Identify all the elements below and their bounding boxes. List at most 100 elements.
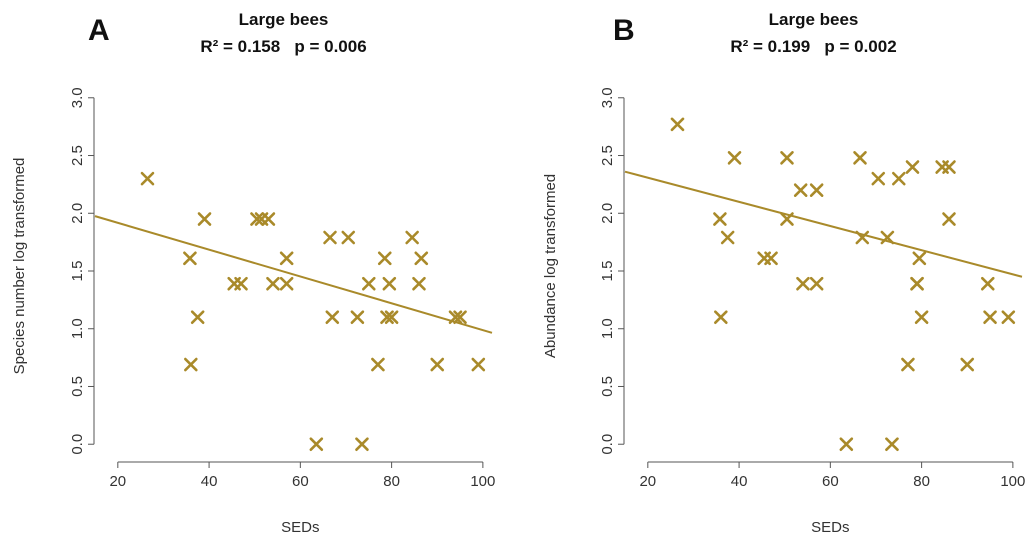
panel-b-data-point <box>796 276 810 291</box>
panel-b-data-point <box>780 151 794 165</box>
panel-a-data-point <box>183 251 197 266</box>
panel-b-data-point <box>809 276 824 291</box>
panel-a-x-tick-label: 60 <box>292 473 309 490</box>
panel-b-y-tick-label: 0.0 <box>599 434 616 455</box>
panel-b-data-point <box>880 230 895 245</box>
panel-b-data-point <box>793 183 808 197</box>
panel-a-y-tick-label: 2.0 <box>69 203 86 224</box>
panel-a-data-point <box>184 357 198 372</box>
panel-b-data-point <box>713 212 727 226</box>
panel-a-title: Large bees <box>239 10 329 29</box>
panel-b-data-point <box>809 183 824 197</box>
panel-a-letter: A <box>88 14 110 47</box>
panel-b-data-point <box>670 117 685 132</box>
panel-a-data-point <box>384 310 399 324</box>
panel-a-regression-line <box>94 215 493 334</box>
panel-b-data-point <box>853 151 867 165</box>
panel-a-data-point <box>234 276 248 291</box>
panel-a-data-point <box>355 437 369 452</box>
panel-a-x-tick-label: 80 <box>383 473 400 490</box>
panel-a-stats: R² = 0.158 p = 0.006 <box>200 37 366 56</box>
panel-a-data-point <box>380 310 394 324</box>
panel-b-data-point <box>905 160 920 174</box>
panel-b-data-point <box>912 251 927 266</box>
panel-b-data-point <box>885 437 899 452</box>
panel-a-y-tick-label: 0.0 <box>69 434 86 455</box>
panel-a-data-point <box>197 212 212 226</box>
panel-a-data-point <box>453 310 467 324</box>
panel-a-data-point <box>430 357 445 372</box>
panel-b-data-point <box>1001 310 1016 324</box>
panel-a-data-point <box>377 251 392 266</box>
panel-a-x-axis-label: SEDs <box>281 519 319 536</box>
panel-b-data-point <box>910 276 924 291</box>
panel-b-data-point <box>901 357 915 372</box>
panel-a-data-point <box>323 230 337 245</box>
panel-b-letter: B <box>613 14 635 47</box>
panel-a-data-point <box>412 276 426 291</box>
panel-b-data-point <box>891 171 906 186</box>
panel-b-x-tick-label: 40 <box>731 473 748 490</box>
panel-a-x-tick-label: 100 <box>470 473 495 490</box>
panel-a-y-tick-label: 2.5 <box>69 145 86 166</box>
panel-b-data-point <box>960 357 975 372</box>
panel-b-data-point <box>980 276 995 291</box>
panel-a-data-point <box>448 310 463 324</box>
panel-a-data-point <box>279 251 294 266</box>
panel-a-y-tick-label: 3.0 <box>69 87 86 108</box>
panel-b-data-point <box>720 230 735 245</box>
panel-a-x-tick-label: 20 <box>109 473 126 490</box>
panel-b-x-tick-label: 60 <box>822 473 839 490</box>
panel-b-data-point <box>855 230 870 245</box>
panel-b-x-tick-label: 100 <box>1000 473 1025 490</box>
panel-a-data-point <box>382 276 397 291</box>
panel-b-stats: R² = 0.199 p = 0.002 <box>730 37 896 56</box>
panel-a-y-tick-label: 0.5 <box>69 376 86 397</box>
panel-b-data-point <box>839 437 854 452</box>
panel-b: B Large bees R² = 0.199 p = 0.002 20 40 60 80 1… <box>542 10 1025 536</box>
panel-a-y-tick-label: 1.0 <box>69 318 86 339</box>
panel-a-x-tick-label: 40 <box>201 473 218 490</box>
panel-b-y-tick-label: 1.5 <box>599 261 616 282</box>
panel-a-data-point <box>471 357 486 372</box>
panel-a-data-point <box>266 276 280 291</box>
panel-a-data-point <box>261 212 276 226</box>
panel-b-data-point <box>780 212 794 226</box>
panel-b-data-point <box>727 151 742 165</box>
panel-b-title: Large bees <box>769 10 859 29</box>
panel-a: A Large bees R² = 0.158 p = 0.006 20 40 60 80 1… <box>11 10 495 536</box>
panel-b-data-point <box>871 171 886 186</box>
panel-a-data-point <box>190 310 205 324</box>
panel-b-y-tick-label: 2.0 <box>599 203 616 224</box>
panel-b-regression-line <box>624 170 1023 278</box>
panel-b-y-tick-label: 3.0 <box>599 87 616 108</box>
panel-b-x-axis-label: SEDs <box>811 519 849 536</box>
panel-a-data-point <box>279 276 294 291</box>
panel-a-y-tick-label: 1.5 <box>69 261 86 282</box>
panel-a-data-point <box>405 230 419 245</box>
panel-a-y-axis-label: Species number log transformed <box>11 158 28 375</box>
panel-a-data-point <box>361 276 376 291</box>
panel-b-y-tick-label: 0.5 <box>599 376 616 397</box>
panel-b-data-point <box>983 310 997 324</box>
panel-b-y-tick-label: 2.5 <box>599 145 616 166</box>
panel-b-x-tick-label: 20 <box>639 473 656 490</box>
panel-a-data-point <box>309 437 324 452</box>
panel-a-data-point <box>140 171 155 186</box>
panel-b-y-tick-label: 1.0 <box>599 318 616 339</box>
panel-a-data-point <box>350 310 365 324</box>
panel-b-data-point <box>764 251 778 266</box>
panel-b-y-axis-label: Abundance log transformed <box>542 174 559 358</box>
panel-b-data-point <box>714 310 728 324</box>
panel-b-data-point <box>942 212 956 226</box>
panel-a-data-point <box>250 212 264 226</box>
panel-b-data-point <box>942 160 956 174</box>
panel-a-data-point <box>371 357 385 372</box>
panel-b-data-point <box>914 310 929 324</box>
panel-b-x-tick-label: 80 <box>913 473 930 490</box>
panel-a-data-point <box>341 230 356 245</box>
panel-a-data-point <box>414 251 429 266</box>
panel-a-data-point <box>325 310 340 324</box>
